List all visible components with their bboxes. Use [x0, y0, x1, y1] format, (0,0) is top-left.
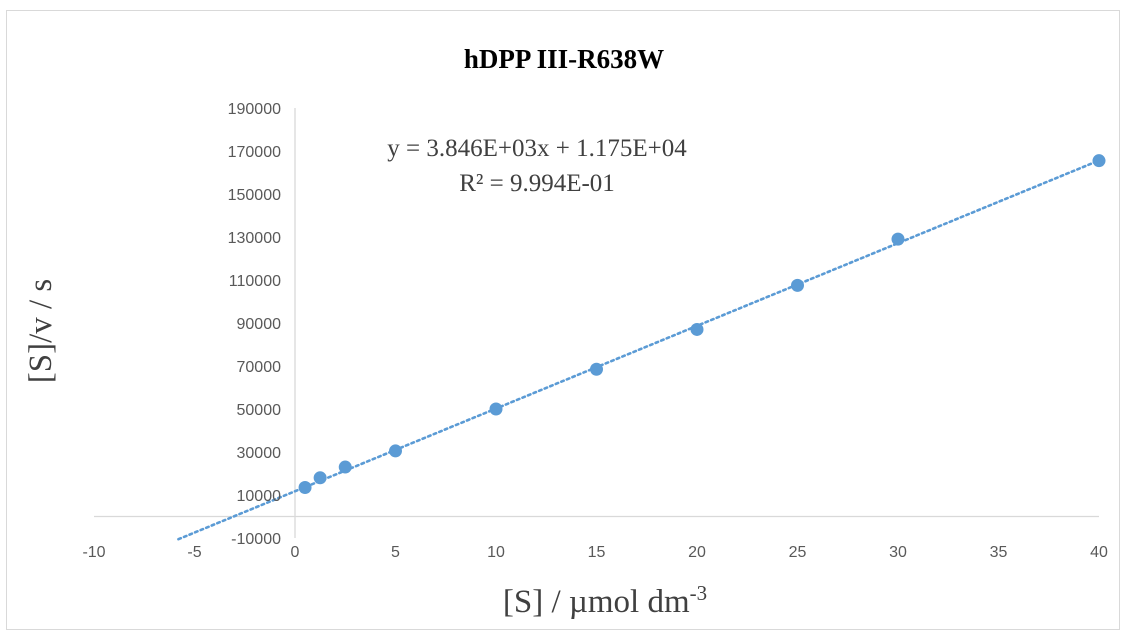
y-tick-label: 90000: [237, 316, 282, 333]
y-tick-labels: -10000 10000 30000 50000 70000 90000 110000 130…: [228, 101, 281, 548]
x-tick-label: 35: [990, 544, 1008, 561]
data-point: [691, 323, 704, 336]
data-point: [339, 461, 352, 474]
x-tick-label: 0: [291, 544, 300, 561]
trendline-r-squared: R² = 9.994E-01: [459, 170, 615, 197]
y-tick-label: -10000: [231, 531, 281, 548]
y-tick-label: 150000: [228, 187, 281, 204]
x-tick-label: 20: [688, 544, 706, 561]
x-axis-title-superscript: -3: [690, 581, 708, 605]
y-tick-label: 110000: [229, 273, 281, 290]
x-axis-title: [S] / µmol dm-3: [503, 581, 707, 620]
y-tick-label: 30000: [237, 445, 282, 462]
data-point: [892, 233, 905, 246]
chart-title: hDPP III-R638W: [464, 44, 664, 74]
data-point: [1093, 154, 1106, 167]
y-tick-label: 10000: [237, 488, 282, 505]
x-tick-label: 5: [391, 544, 400, 561]
x-tick-label: 15: [588, 544, 606, 561]
x-tick-label: -5: [187, 544, 201, 561]
y-tick-label: 50000: [237, 402, 282, 419]
x-axis-title-main: [S] / µmol dm: [503, 584, 690, 620]
x-tick-label: -10: [82, 544, 105, 561]
y-axis-title: [S]/v / s: [23, 279, 59, 384]
data-point: [314, 471, 327, 484]
data-point: [590, 363, 603, 376]
trendline-equation: y = 3.846E+03x + 1.175E+04: [387, 135, 687, 162]
x-tick-label: 10: [487, 544, 505, 561]
chart-frame: hDPP III-R638W -10 -5 0 5 10 15 20 25 30 35 40 -10…: [6, 10, 1120, 630]
y-tick-label: 170000: [228, 144, 281, 161]
scatter-chart: hDPP III-R638W -10 -5 0 5 10 15 20 25 30 35 40 -10…: [7, 11, 1121, 631]
y-tick-label: 70000: [237, 359, 282, 376]
data-point: [389, 444, 402, 457]
x-tick-label: 25: [789, 544, 807, 561]
y-tick-label: 130000: [228, 230, 281, 247]
data-point: [791, 279, 804, 292]
data-point: [299, 481, 312, 494]
y-tick-label: 190000: [228, 101, 281, 118]
x-tick-label: 30: [889, 544, 907, 561]
x-tick-label: 40: [1090, 544, 1108, 561]
data-point: [490, 403, 503, 416]
